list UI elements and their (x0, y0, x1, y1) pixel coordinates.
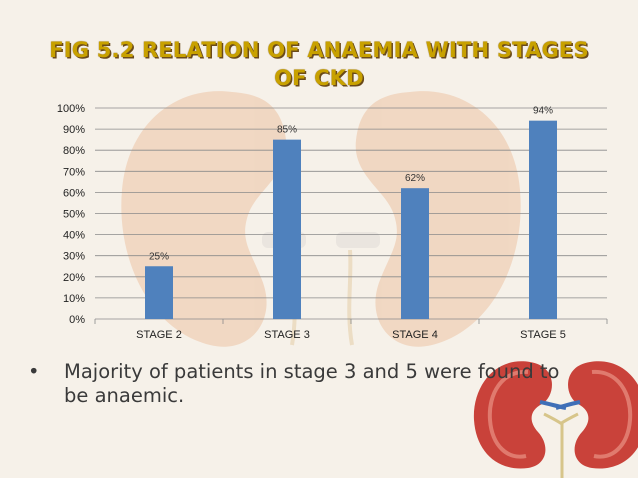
bullet-dot-icon: • (28, 360, 40, 383)
y-tick-label: 70% (63, 166, 85, 178)
chart-bars (145, 120, 557, 319)
slide-title-line-2: OF CKD (274, 66, 364, 90)
kidney-illustration (473, 361, 638, 478)
slide-title-line-1: FIG 5.2 RELATION OF ANAEMIA WITH STAGES (49, 38, 589, 62)
bar (273, 139, 301, 319)
x-tick-label: STAGE 4 (392, 329, 438, 341)
y-tick-label: 30% (63, 251, 85, 263)
y-tick-label: 80% (63, 145, 85, 157)
bar (401, 188, 429, 319)
y-tick-label: 0% (69, 314, 85, 326)
y-tick-label: 10% (63, 293, 85, 305)
y-tick-label: 40% (63, 230, 85, 242)
y-tick-label: 90% (63, 124, 85, 136)
x-tick-label: STAGE 5 (520, 329, 566, 341)
chart-gridlines (95, 107, 607, 320)
data-label: 85% (277, 125, 297, 136)
y-tick-label: 60% (63, 187, 85, 199)
data-label: 94% (533, 106, 553, 117)
x-tick-label: STAGE 2 (136, 329, 182, 341)
x-tick-label: STAGE 3 (264, 329, 310, 341)
y-tick-label: 50% (63, 209, 85, 221)
data-label: 62% (405, 173, 425, 184)
bullet-text: Majority of patients in stage 3 and 5 we… (64, 360, 560, 407)
bar (529, 120, 557, 319)
data-label: 25% (149, 251, 169, 262)
y-axis: 0% 10% 20% 30% 40% 50% 60% 70% 80% 90% 100% (57, 103, 85, 326)
bar (145, 266, 173, 319)
x-axis: STAGE 2 STAGE 3 STAGE 4 STAGE 5 (94, 319, 608, 341)
y-tick-label: 100% (57, 103, 85, 115)
chart-data-labels: 25% 85% 62% 94% (149, 106, 553, 263)
y-tick-label: 20% (63, 272, 85, 284)
